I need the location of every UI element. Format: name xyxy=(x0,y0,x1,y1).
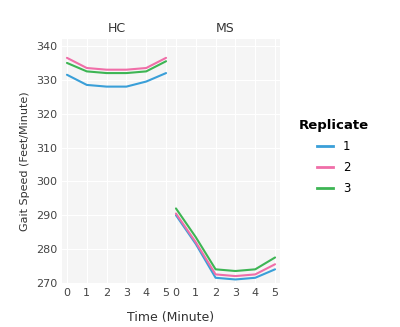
Legend: 1, 2, 3: 1, 2, 3 xyxy=(294,114,374,200)
Text: Time (Minute): Time (Minute) xyxy=(128,311,214,324)
Text: HC: HC xyxy=(108,22,126,35)
Text: MS: MS xyxy=(216,22,235,35)
Y-axis label: Gait Speed (Feet/Minute): Gait Speed (Feet/Minute) xyxy=(20,91,30,231)
